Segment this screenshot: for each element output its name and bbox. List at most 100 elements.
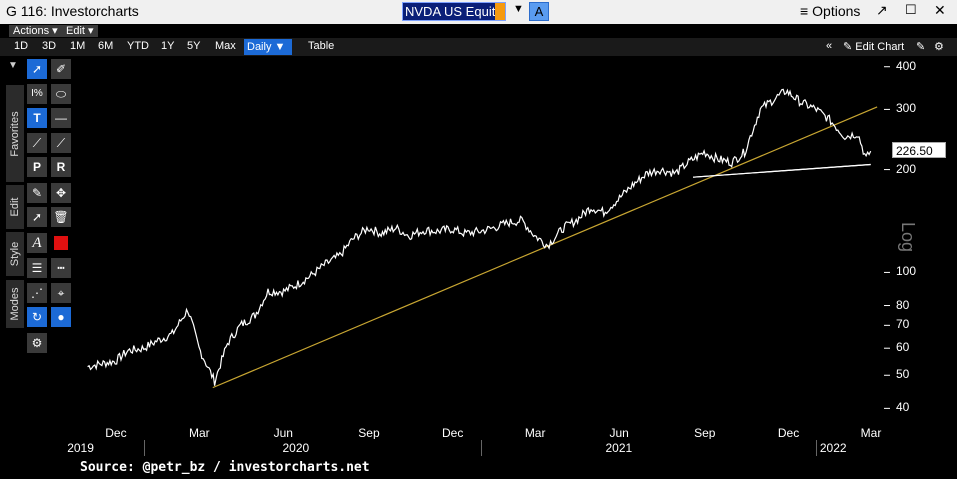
ticker-value: NVDA US Equity [405,4,502,19]
move-tool-icon[interactable]: ✥ [51,183,71,203]
x-month-label: Mar [860,426,882,440]
menu-row: Actions ▾ Edit ▾ [0,24,957,38]
y-tick-label-100: 100 [896,264,917,279]
ray-tool-icon[interactable]: ⟋ [51,133,71,153]
x-year-label: 2019 [67,441,94,455]
tab-modes[interactable]: Modes [6,280,24,328]
x-month-label: Dec [105,426,127,440]
tab-favorites-label: Favorites [9,110,21,157]
edit-menu[interactable]: Edit ▾ [62,25,98,37]
title-bar: G 116: Investorcharts NVDA US Equity ▼ A… [0,0,957,24]
dotted-line-mode-icon[interactable]: ⋰ [27,283,47,303]
window-title: G 116: Investorcharts [6,3,139,19]
y-tick-label-400: 400 [896,58,917,73]
period-3d[interactable]: 3D [42,40,57,52]
maximize-icon[interactable]: ☐ [905,2,917,17]
text-cursor [495,3,505,20]
tab-style-label: Style [9,241,21,267]
log-scale-label[interactable]: Log [898,222,918,253]
pointer-tool-icon[interactable]: ➚ [27,59,47,79]
collapse-double-chevron-icon[interactable]: « [826,40,833,52]
price-chart[interactable] [72,56,890,424]
tab-favorites[interactable]: Favorites [6,85,24,182]
frequency-select[interactable]: Daily ▼ [244,39,292,55]
select-add-tool-icon[interactable]: ➚ [27,207,47,227]
period-1m[interactable]: 1M [70,40,86,52]
x-year-label: 2020 [282,441,310,455]
pen-tool-icon[interactable]: ✎ [27,183,47,203]
crosshair-mode-icon[interactable]: ⌖ [51,283,71,303]
tab-style[interactable]: Style [6,232,24,276]
p-tool-icon[interactable]: P [27,157,47,177]
edit-pencil-icon[interactable]: ✎ [916,41,926,53]
segment-tool-icon[interactable]: ⟋ [27,133,47,153]
y-tick-label-80: 80 [896,297,910,312]
price-series-line [87,88,872,386]
frequency-value: Daily [247,41,272,53]
period-5y[interactable]: 5Y [187,40,201,52]
x-year-label: 2021 [605,441,633,455]
tab-edit-label: Edit [9,197,21,217]
period-max[interactable]: Max [215,40,236,52]
magnet-mode-icon[interactable]: ↻ [27,307,47,327]
trash-icon[interactable]: 🗑 [51,207,71,227]
source-credit: Source: @petr_bz / investorcharts.net [80,460,370,475]
a-button[interactable]: A [529,2,549,21]
y-tick-label-50: 50 [896,367,910,382]
color-swatch-icon[interactable] [51,233,71,253]
percent-tool-icon[interactable]: I% [27,84,47,104]
edit-label: Edit [66,25,85,37]
edit-chart-button[interactable]: ✎ Edit Chart [843,40,904,53]
collapse-arrow-icon[interactable]: ▼ [8,60,18,71]
x-month-label: Sep [358,426,380,440]
period-6m[interactable]: 6M [98,40,114,52]
pencil-icon: ✎ [843,41,853,53]
y-tick-label-40: 40 [896,400,910,415]
x-month-label: Dec [777,426,800,440]
year-divider [816,440,818,456]
tab-modes-label: Modes [9,287,21,321]
trendline-2[interactable] [693,163,871,178]
palette-mode-icon[interactable]: ● [51,307,71,327]
edit-chart-label: Edit Chart [855,41,905,53]
period-1y[interactable]: 1Y [161,40,175,52]
line-weight-icon[interactable]: ☰ [27,258,47,278]
period-1d[interactable]: 1D [14,40,29,52]
actions-label: Actions [13,25,50,37]
close-icon[interactable]: ✕ [934,2,946,18]
draw-line-tool-icon[interactable]: ✐ [51,59,71,79]
tab-edit[interactable]: Edit [6,185,24,229]
r-tool-icon[interactable]: R [51,157,71,177]
x-year-label: 2022 [819,441,847,455]
line-style-icon[interactable]: ┅ [51,258,71,278]
x-month-label: Jun [609,426,629,440]
y-tick-label-70: 70 [896,317,910,332]
x-month-label: Mar [524,426,546,440]
x-month-label: Dec [442,426,464,440]
period-ytd[interactable]: YTD [127,40,149,52]
year-divider [143,440,145,456]
y-tick-label-200: 200 [896,161,917,176]
font-style-icon[interactable]: A [27,233,47,253]
ticker-dropdown-icon[interactable]: ▼ [513,3,524,15]
y-tick-marks [884,66,890,409]
hamburger-icon: ≡ [800,3,809,19]
options-menu[interactable]: ≡ Options [800,3,860,19]
horizontal-line-tool-icon[interactable]: — [51,108,71,128]
table-button[interactable]: Table [308,40,335,52]
x-month-label: Mar [188,426,210,440]
y-tick-label-60: 60 [896,340,910,355]
x-month-label: Jun [273,426,293,440]
y-tick-label-300: 300 [896,101,917,116]
year-divider [480,440,482,456]
ellipse-tool-icon[interactable]: ⬭ [51,84,71,104]
gear-icon[interactable]: ⚙ [27,333,47,353]
actions-menu[interactable]: Actions ▾ [9,25,62,37]
last-price-tag: 226.50 [892,142,946,158]
period-toolbar: 1D 3D 1M 6M YTD 1Y 5Y Max Daily ▼ Table … [0,38,957,56]
settings-icon[interactable]: ⚙ [934,41,944,53]
popout-icon[interactable]: ↗ [876,2,888,18]
text-tool-icon[interactable]: T [27,108,47,128]
x-month-label: Sep [694,426,716,440]
ticker-input[interactable]: NVDA US Equity [402,2,506,21]
